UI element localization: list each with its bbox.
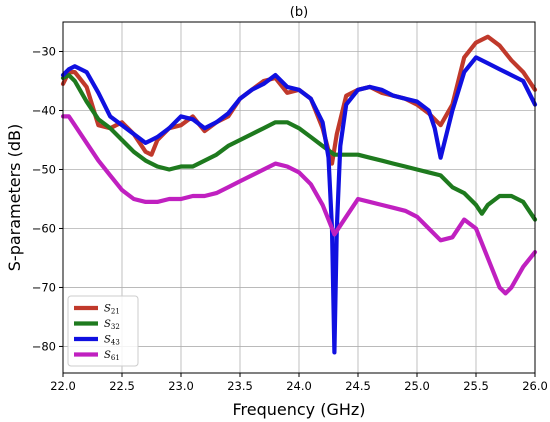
x-tick-label: 24.0 bbox=[286, 379, 312, 393]
x-tick-label: 23.0 bbox=[168, 379, 194, 393]
series-line-s43 bbox=[60, 55, 538, 355]
x-tick-label: 23.5 bbox=[227, 379, 253, 393]
x-tick-label: 22.0 bbox=[50, 379, 76, 393]
legend-label-sub: 61 bbox=[111, 354, 120, 362]
legend-label-main: S bbox=[104, 350, 111, 361]
series-line-s32 bbox=[60, 72, 538, 222]
x-axis-ticks: 22.0 22.5 23.0 23.5 24.0 24.5 25.0 25.5 26.0 bbox=[50, 373, 548, 393]
legend-label: S21 bbox=[104, 304, 120, 316]
y-tick-label: −60 bbox=[32, 221, 56, 235]
y-tick-label: −40 bbox=[32, 103, 56, 117]
legend-label-sub: 21 bbox=[111, 308, 120, 316]
y-axis-ticks: −80 −70 −60 −50 −40 −30 bbox=[32, 44, 63, 353]
x-tick-label: 25.5 bbox=[463, 379, 489, 393]
y-tick-label: −50 bbox=[32, 162, 56, 176]
legend-label-main: S bbox=[104, 319, 111, 330]
x-tick-label: 24.5 bbox=[345, 379, 371, 393]
legend-label-main: S bbox=[104, 335, 111, 346]
series-line-s61 bbox=[60, 114, 538, 296]
legend-box bbox=[67, 295, 139, 367]
legend-label: S43 bbox=[104, 335, 120, 347]
legend-label-main: S bbox=[104, 304, 111, 315]
x-tick-label: 25.0 bbox=[404, 379, 430, 393]
series-lines bbox=[60, 34, 538, 355]
legend-label-sub: 43 bbox=[111, 339, 120, 347]
y-axis-label: S-parameters (dB) bbox=[5, 124, 24, 271]
legend-label: S32 bbox=[104, 319, 120, 331]
x-tick-label: 26.0 bbox=[522, 379, 548, 393]
legend-label: S61 bbox=[104, 350, 120, 362]
y-tick-label: −70 bbox=[32, 280, 56, 294]
x-axis-label: Frequency (GHz) bbox=[232, 400, 365, 419]
chart-title: (b) bbox=[290, 5, 308, 20]
y-tick-label: −30 bbox=[32, 44, 56, 58]
x-tick-label: 22.5 bbox=[109, 379, 135, 393]
legend-label-sub: 32 bbox=[111, 323, 120, 331]
y-tick-label: −80 bbox=[32, 339, 56, 353]
